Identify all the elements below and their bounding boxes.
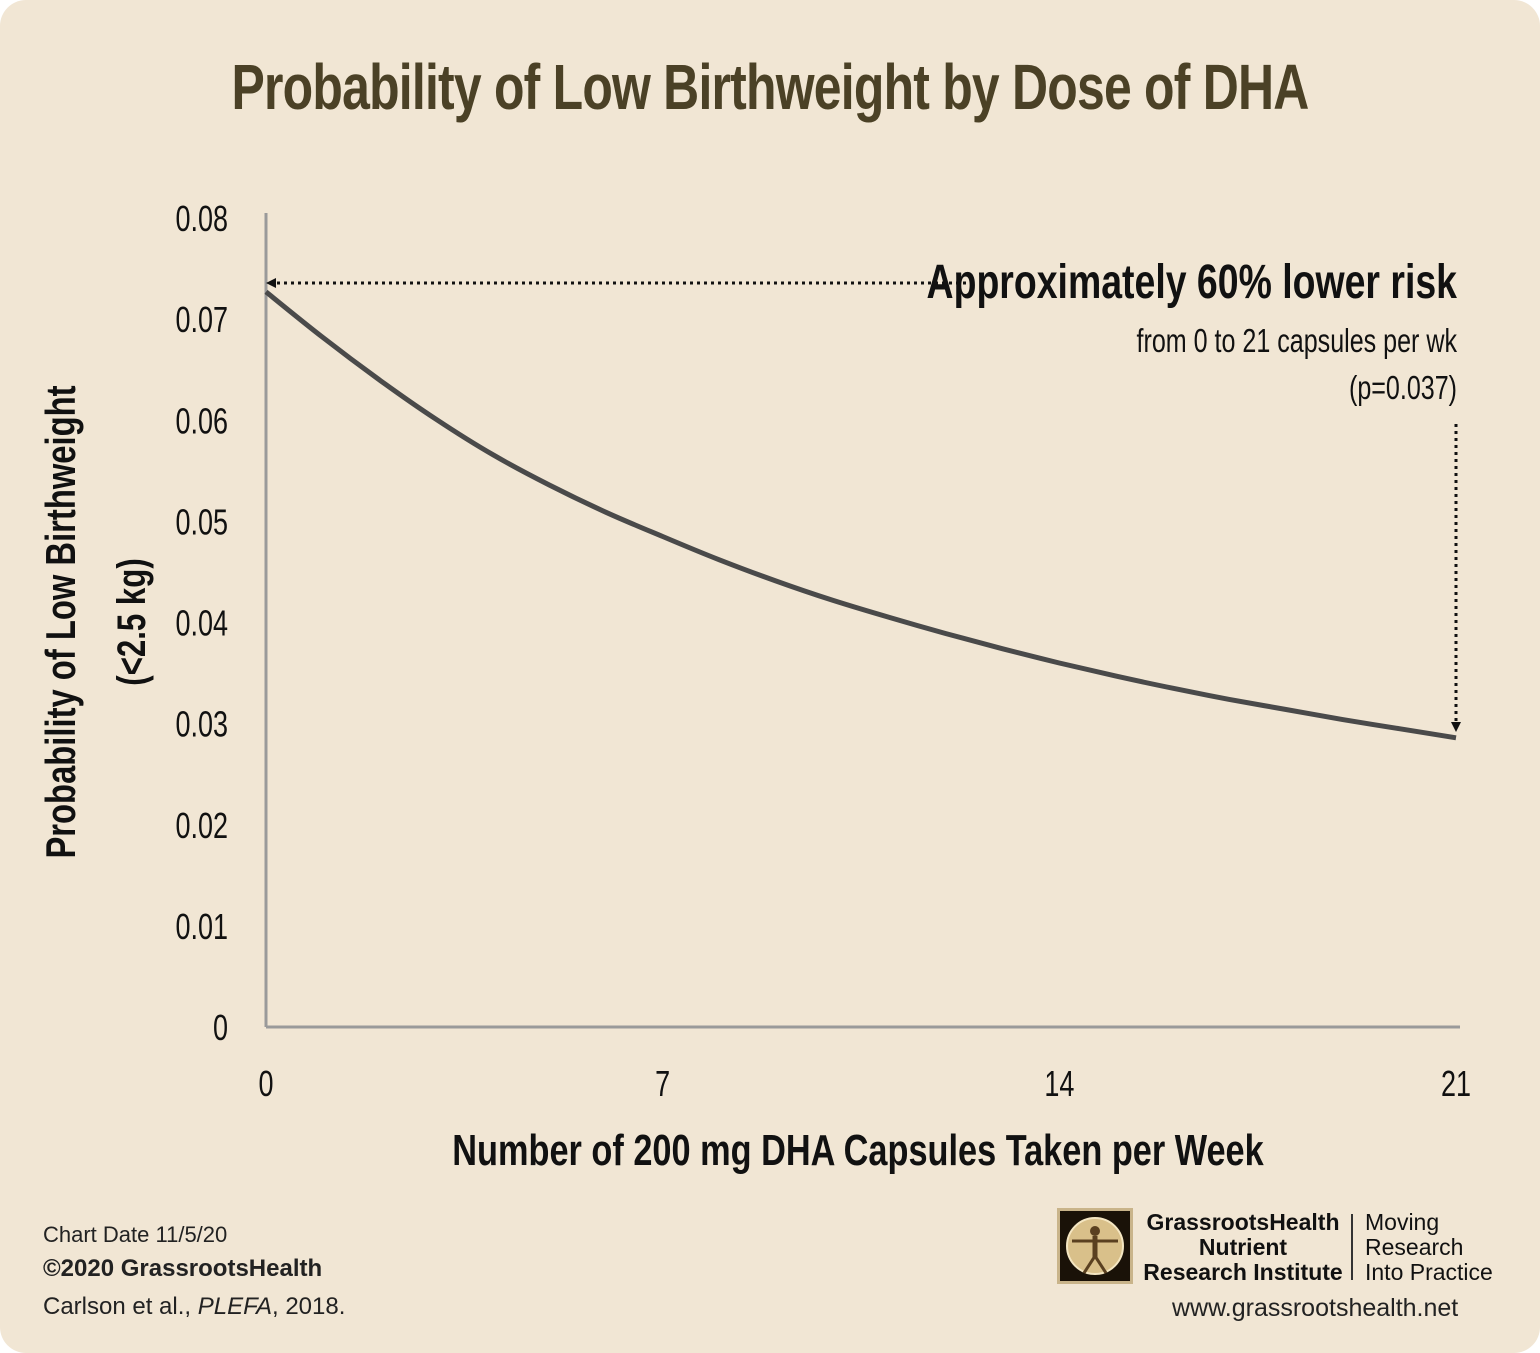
citation-authors: Carlson et al., <box>43 1293 198 1320</box>
tagline: Moving Research Into Practice <box>1365 1210 1493 1285</box>
annotation-pvalue: (p=0.037) <box>1349 370 1457 407</box>
website-link[interactable]: www.grassrootshealth.net <box>1172 1294 1459 1322</box>
tagline-line2: Research <box>1365 1234 1464 1260</box>
y-tick-label: 0.06 <box>175 400 228 441</box>
chart-date: Chart Date 11/5/20 <box>43 1222 228 1247</box>
y-tick-label: 0.07 <box>175 299 228 340</box>
vitruvian-logo-icon <box>1057 1208 1133 1284</box>
tagline-line3: Into Practice <box>1365 1259 1493 1285</box>
citation-year: , 2018. <box>271 1293 346 1320</box>
y-axis-label-line1: Probability of Low Birthweight <box>37 385 84 858</box>
y-tick-label: 0.03 <box>175 704 228 745</box>
logo-name-line3: Research Institute <box>1143 1259 1343 1285</box>
y-tick-label: 0.05 <box>175 502 228 543</box>
annotation-detail: from 0 to 21 capsules per wk <box>1137 323 1458 360</box>
x-tick-label: 14 <box>1044 1063 1074 1104</box>
logo-name-line2: Nutrient <box>1198 1234 1288 1260</box>
chart-title: Probability of Low Birthweight by Dose o… <box>231 51 1309 123</box>
logo-name: GrassrootsHealth Nutrient Research Insti… <box>1140 1210 1346 1285</box>
y-tick-label: 0.04 <box>175 603 228 644</box>
tagline-line1: Moving <box>1365 1209 1440 1235</box>
citation: Carlson et al., PLEFA, 2018. <box>43 1293 345 1321</box>
axes <box>264 213 1460 1029</box>
y-tick-label: 0.01 <box>175 906 228 947</box>
citation-journal: PLEFA <box>197 1293 272 1320</box>
x-tick-label: 7 <box>655 1063 670 1104</box>
x-tick-label: 21 <box>1441 1063 1471 1104</box>
logo-divider <box>1351 1214 1353 1280</box>
y-tick-label: 0 <box>213 1007 228 1048</box>
y-tick-labels: 0 0.01 0.02 0.03 0.04 0.05 0.06 0.07 0.08 <box>175 198 228 1048</box>
annotation-headline: Approximately 60% lower risk <box>927 256 1458 310</box>
y-tick-label: 0.02 <box>175 805 228 846</box>
x-axis-label: Number of 200 mg DHA Capsules Taken per … <box>452 1126 1263 1175</box>
x-tick-label: 0 <box>258 1063 273 1104</box>
x-tick-labels: 0 7 14 21 <box>258 1063 1471 1104</box>
y-axis-label-line2: (<2.5 kg) <box>109 558 154 685</box>
series-line <box>264 289 1457 741</box>
series-layer <box>264 289 1457 741</box>
logo-name-line1: GrassrootsHealth <box>1146 1209 1340 1235</box>
copyright: ©2020 GrassrootsHealth <box>43 1255 323 1282</box>
y-tick-label: 0.08 <box>175 198 228 239</box>
